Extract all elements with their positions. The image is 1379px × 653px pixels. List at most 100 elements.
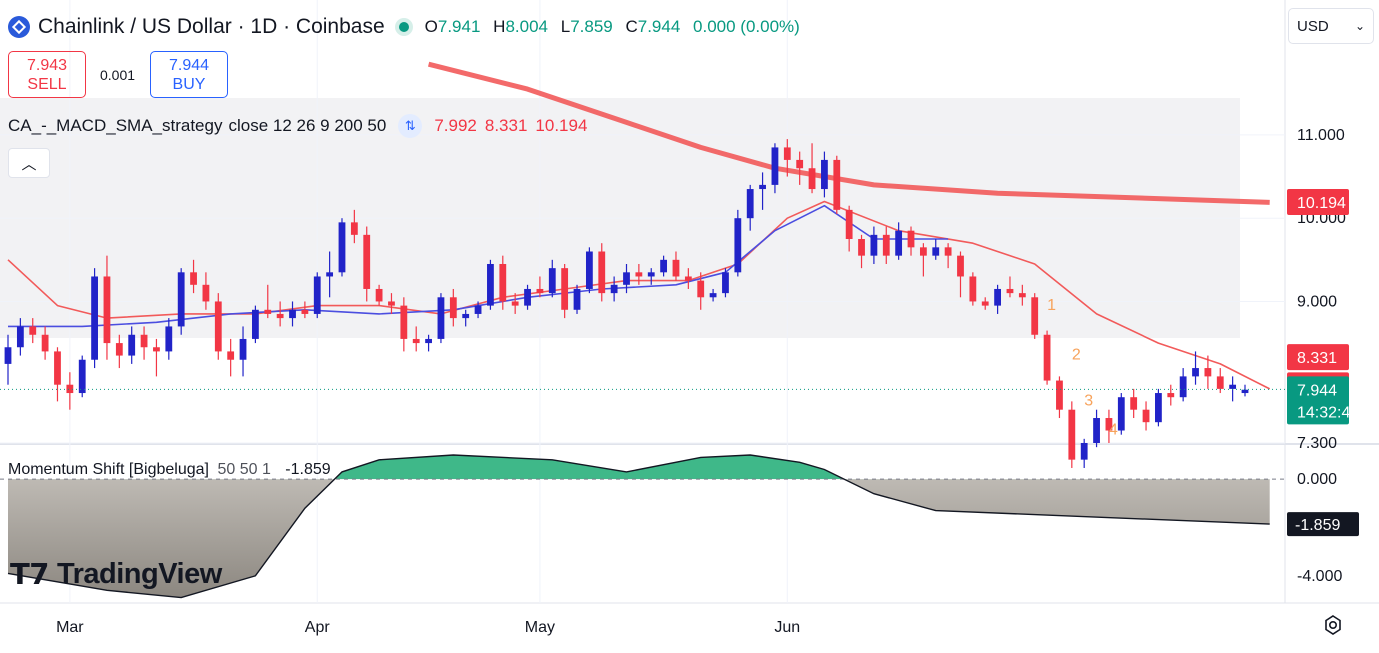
currency-select[interactable]: USD ⌄ xyxy=(1288,8,1374,44)
tradingview-logo: 𝗧𝟳 TradingView xyxy=(10,557,222,592)
momentum-legend[interactable]: Momentum Shift [Bigbeluga] 50 50 1 -1.85… xyxy=(8,461,331,479)
candle-body xyxy=(994,288,1002,306)
candle-body xyxy=(907,230,915,248)
candle-body xyxy=(585,251,593,289)
candle-body xyxy=(1056,380,1063,410)
arrows-icon[interactable]: ⇅ xyxy=(398,114,423,138)
candle-body xyxy=(1142,409,1150,423)
candle-body xyxy=(759,184,766,190)
candle-body xyxy=(1068,409,1076,460)
momentum-y-tick: -4.000 xyxy=(1297,568,1342,585)
momentum-line xyxy=(7,454,1270,599)
wave-label: 3 xyxy=(1084,393,1093,410)
candle-body xyxy=(128,334,136,356)
x-tick-label: Apr xyxy=(305,619,331,636)
indicator-legend[interactable]: CA_-_MACD_SMA_strategy close 12 26 9 200… xyxy=(8,114,595,138)
candle-body xyxy=(41,334,49,352)
candle-body xyxy=(153,347,160,352)
candle-body xyxy=(239,338,247,360)
candle-body xyxy=(462,313,470,319)
candle-body xyxy=(1117,397,1125,431)
candle-body xyxy=(16,326,24,348)
sell-button[interactable]: 7.943 SELL xyxy=(8,51,86,98)
candle-body xyxy=(313,276,321,314)
candle-body xyxy=(276,313,284,319)
candle-body xyxy=(140,334,148,348)
settings-icon[interactable] xyxy=(1322,614,1344,636)
candle-body xyxy=(264,309,272,314)
candle-body xyxy=(1093,418,1100,443)
momentum-y-tick: 0.000 xyxy=(1297,471,1337,488)
candle-body xyxy=(598,251,606,294)
buy-price: 7.944 xyxy=(168,57,210,74)
candle-body xyxy=(610,284,618,294)
candle-body xyxy=(54,351,61,385)
candle-body xyxy=(449,297,457,319)
candle-body xyxy=(821,159,828,190)
momentum-negative-area xyxy=(8,479,1270,598)
candle-body xyxy=(660,259,668,273)
collapse-legend-button[interactable]: ︿ xyxy=(8,148,50,178)
candle-body xyxy=(771,147,779,185)
candle-body xyxy=(536,288,544,294)
candle-body xyxy=(375,288,383,302)
candle-body xyxy=(363,234,371,289)
price-label-box xyxy=(1287,344,1349,371)
buy-button[interactable]: 7.944 BUY xyxy=(150,51,228,98)
candle-body xyxy=(78,359,86,394)
momentum-value-label: -1.859 xyxy=(1295,517,1340,534)
candle-body xyxy=(697,280,705,298)
overlay-sma-200 xyxy=(427,61,1270,205)
candle-body xyxy=(957,255,964,277)
candle-body xyxy=(944,247,952,256)
indicator-value-3: 10.194 xyxy=(535,116,588,135)
candle-body xyxy=(548,268,556,294)
spread-value: 0.001 xyxy=(100,67,136,83)
symbol-title[interactable]: Chainlink / US Dollar · 1D · Coinbase xyxy=(38,15,385,38)
sell-price: 7.943 xyxy=(26,57,68,74)
candle-body xyxy=(289,309,296,319)
candle-body xyxy=(709,293,717,298)
candle-body xyxy=(499,263,507,302)
candle-body xyxy=(969,276,977,302)
candle-body xyxy=(425,338,432,344)
candle-body xyxy=(177,272,185,327)
candle-body xyxy=(647,272,655,277)
candle-body xyxy=(895,230,903,256)
candle-body xyxy=(214,301,222,352)
candle-body xyxy=(400,305,408,339)
x-tick-label: Jun xyxy=(774,619,800,636)
price-label: 8.331 xyxy=(1297,350,1337,367)
wave-label: 1 xyxy=(1047,297,1056,314)
momentum-value: -1.859 xyxy=(285,461,331,478)
chevron-down-icon: ⌄ xyxy=(1354,19,1365,33)
wave-label: 4 xyxy=(1109,422,1118,439)
price-label-box xyxy=(1287,189,1349,216)
candle-body xyxy=(301,309,309,314)
candle-body xyxy=(388,301,395,306)
indicator-value-1: 7.992 xyxy=(434,116,477,135)
candle-body xyxy=(623,272,630,285)
candle-body xyxy=(165,326,173,352)
candle-body xyxy=(412,338,420,344)
candle-body xyxy=(1241,389,1249,394)
momentum-name: Momentum Shift [Bigbeluga] xyxy=(8,461,209,478)
candle-body xyxy=(796,159,804,169)
candle-body xyxy=(511,301,519,306)
candle-body xyxy=(746,189,754,219)
candle-body xyxy=(1229,384,1237,389)
candle-body xyxy=(1105,418,1113,431)
momentum-params: 50 50 1 xyxy=(217,461,271,478)
indicator-params: close 12 26 9 200 50 xyxy=(228,116,387,135)
candle-body xyxy=(722,272,729,294)
candle-body xyxy=(190,272,197,285)
candle-body xyxy=(326,272,334,277)
candle-body xyxy=(115,343,123,356)
candle-body xyxy=(1155,393,1162,423)
y-tick-label: 11.000 xyxy=(1297,127,1345,144)
candle-body xyxy=(437,297,445,339)
currency-label: USD xyxy=(1297,17,1329,35)
candle-body xyxy=(783,147,791,160)
candle-body xyxy=(338,222,346,273)
